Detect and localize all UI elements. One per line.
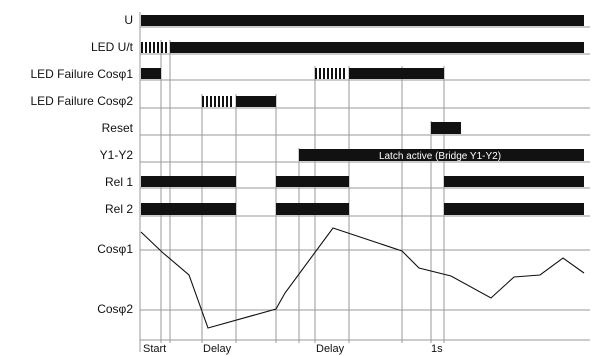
blink-pulse <box>315 68 317 79</box>
blink-pulse <box>222 96 224 107</box>
blink-pulse <box>206 96 208 107</box>
blink-pulse <box>230 96 232 107</box>
signal-bar-reset <box>431 122 461 134</box>
row-label-y1y2: Y1-Y2 <box>100 148 134 162</box>
signal-bar <box>141 176 236 187</box>
row-labels: U LED U/t LED Failure Cosφ1 LED Failure … <box>31 13 134 316</box>
axis-label-delay: Delay <box>203 343 232 355</box>
row-label-led-failure-cos2: LED Failure Cosφ2 <box>31 94 134 108</box>
blink-pulse <box>202 96 204 107</box>
row-label-u: U <box>124 13 133 27</box>
blink-pulse <box>210 96 212 107</box>
cos-phi-curve <box>141 228 584 328</box>
signal-bar <box>276 203 349 215</box>
blink-pulse <box>214 96 216 107</box>
signal-rel2 <box>141 203 584 215</box>
time-axis: Start Delay Delay 1s <box>143 343 443 355</box>
blink-pulse <box>335 68 337 79</box>
row-label-rel1: Rel 1 <box>105 175 133 189</box>
axis-label-1s: 1s <box>431 343 443 355</box>
signal-led-failure-cos1 <box>141 68 444 79</box>
blink-pulse <box>161 42 163 53</box>
blink-pulse <box>157 42 159 53</box>
blink-pulse <box>327 68 329 79</box>
signal-bar <box>444 176 584 187</box>
signal-bar <box>444 203 584 215</box>
signal-bar-u <box>141 15 584 26</box>
cos2-level-label: Cosφ2 <box>97 302 133 316</box>
blink-pulse <box>331 68 333 79</box>
signal-bar <box>349 68 444 79</box>
row-label-led-failure-cos1: LED Failure Cosφ1 <box>31 67 134 81</box>
signal-rel1 <box>141 176 584 187</box>
axis-label-delay: Delay <box>316 343 345 355</box>
blink-pulse <box>141 42 143 53</box>
row-label-led-ut: LED U/t <box>91 40 134 54</box>
signal-led-failure-cos2 <box>202 96 276 107</box>
blink-pulse <box>149 42 151 53</box>
blink-pulse <box>323 68 325 79</box>
blink-pulse <box>218 96 220 107</box>
latch-active-label: Latch active (Bridge Y1-Y2) <box>379 151 501 162</box>
signal-led-ut <box>141 42 584 53</box>
signal-bar <box>141 68 161 79</box>
signal-bar <box>141 203 236 215</box>
row-label-rel2: Rel 2 <box>105 202 133 216</box>
blink-pulse <box>165 42 167 53</box>
signal-bar <box>276 176 349 187</box>
signal-bar <box>170 42 584 53</box>
axis-label-start: Start <box>143 343 166 355</box>
blink-pulse <box>153 42 155 53</box>
blink-pulse <box>339 68 341 79</box>
signal-bar <box>236 96 276 107</box>
row-label-reset: Reset <box>102 121 134 135</box>
blink-pulse <box>145 42 147 53</box>
blink-pulse <box>343 68 345 79</box>
cos1-level-label: Cosφ1 <box>97 242 133 256</box>
blink-pulse <box>226 96 228 107</box>
blink-pulse <box>319 68 321 79</box>
signal-y1y2: Latch active (Bridge Y1-Y2) <box>299 149 584 162</box>
